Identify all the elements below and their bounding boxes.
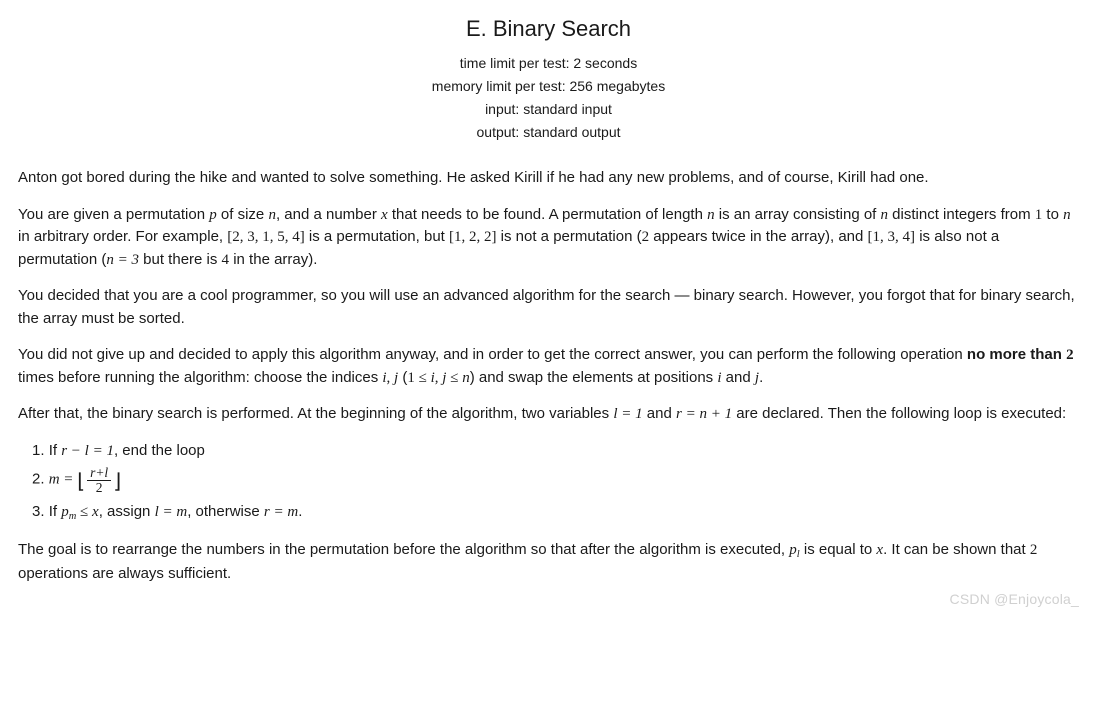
math-num-bold: 2 [1066, 347, 1074, 363]
step-1: If r − l = 1, end the loop [32, 440, 1079, 463]
math-r-eq-np1: r = n + 1 [676, 406, 732, 422]
math-perm3: [1, 3, 4] [868, 229, 916, 245]
step-3: If pm ≤ x, assign l = m, otherwise r = m… [32, 501, 1079, 525]
math-l-eq-1: l = 1 [613, 406, 642, 422]
text: If [49, 503, 62, 520]
math-var-p: p [61, 504, 69, 520]
paragraph-operation: You did not give up and decided to apply… [18, 344, 1079, 389]
math-l-eq-m: l = m [155, 504, 188, 520]
math-var-p: p [209, 207, 217, 223]
text: and [722, 369, 755, 386]
text: ( [398, 369, 407, 386]
output-spec: output: standard output [18, 122, 1079, 143]
math-num: 2 [642, 229, 650, 245]
math-num: 2 [1030, 542, 1038, 558]
frac-num: r+l [87, 466, 111, 481]
math-rl-eq-1: r − l = 1 [61, 443, 114, 459]
frac-den: 2 [87, 481, 111, 495]
text: of size [217, 206, 269, 223]
text: , otherwise [187, 503, 264, 520]
text: is not a permutation ( [497, 228, 642, 245]
math-var-x: x [381, 207, 388, 223]
text: and [643, 405, 676, 422]
text: , and a number [276, 206, 381, 223]
text: is an array consisting of [715, 206, 881, 223]
algorithm-steps: If r − l = 1, end the loop m = ⌊r+l2⌋ If… [32, 440, 1079, 526]
text: is equal to [800, 541, 877, 558]
paragraph-cool: You decided that you are a cool programm… [18, 285, 1079, 330]
problem-title: E. Binary Search [18, 12, 1079, 45]
text: times before running the algorithm: choo… [18, 369, 382, 386]
memory-limit: memory limit per test: 256 megabytes [18, 76, 1079, 97]
problem-statement-page: E. Binary Search time limit per test: 2 … [0, 0, 1097, 620]
text: that needs to be found. A permutation of… [388, 206, 707, 223]
math-var-x: x [92, 504, 99, 520]
text: Anton got bored during the hike and want… [18, 169, 929, 186]
math-m-eq: m = [49, 471, 77, 487]
text: . [759, 369, 763, 386]
bold-no-more-than: no more than [967, 346, 1066, 363]
text: You did not give up and decided to apply… [18, 346, 967, 363]
watermark: CSDN @Enjoycola_ [950, 589, 1079, 610]
text: in the array). [229, 251, 317, 268]
text: After that, the binary search is perform… [18, 405, 613, 422]
problem-header: E. Binary Search time limit per test: 2 … [18, 12, 1079, 143]
text: , assign [99, 503, 155, 520]
floor-right-icon: ⌋ [113, 471, 121, 493]
text: You decided that you are a cool programm… [18, 287, 1075, 327]
paragraph-binary-search: After that, the binary search is perform… [18, 403, 1079, 426]
text: are declared. Then the following loop is… [732, 405, 1066, 422]
math-fraction: r+l2 [87, 466, 111, 495]
text: . It can be shown that [883, 541, 1030, 558]
math-leq: ≤ [76, 504, 92, 520]
text: is a permutation, but [305, 228, 449, 245]
text: but there is [139, 251, 222, 268]
math-r-eq-m: r = m [264, 504, 298, 520]
math-var-n: n [1063, 207, 1071, 223]
math-perm2: [1, 2, 2] [449, 229, 497, 245]
text: . [298, 503, 302, 520]
math-cond: 1 ≤ [407, 370, 430, 386]
paragraph-permutation: You are given a permutation p of size n,… [18, 204, 1079, 272]
text: You are given a permutation [18, 206, 209, 223]
text: to [1042, 206, 1063, 223]
math-comma: , [387, 370, 395, 386]
math-var-n: n [462, 370, 470, 386]
text: The goal is to rearrange the numbers in … [18, 541, 789, 558]
math-var-n: n [881, 207, 889, 223]
step-2: m = ⌊r+l2⌋ [32, 466, 1079, 497]
text: operations are always sufficient. [18, 565, 231, 582]
text: , end the loop [114, 442, 205, 459]
math-perm1: [2, 3, 1, 5, 4] [227, 229, 305, 245]
math-var-n: n [268, 207, 276, 223]
text: If [49, 442, 62, 459]
math-n-eq-3: n = 3 [106, 252, 139, 268]
text: in arbitrary order. For example, [18, 228, 227, 245]
math-cond: ≤ [446, 370, 462, 386]
paragraph-intro: Anton got bored during the hike and want… [18, 167, 1079, 190]
input-spec: input: standard input [18, 99, 1079, 120]
text: distinct integers from [888, 206, 1035, 223]
paragraph-goal: The goal is to rearrange the numbers in … [18, 539, 1079, 585]
text: ) and swap the elements at positions [470, 369, 718, 386]
math-var-n: n [707, 207, 715, 223]
time-limit: time limit per test: 2 seconds [18, 53, 1079, 74]
text: appears twice in the array), and [649, 228, 867, 245]
math-num: 4 [222, 252, 230, 268]
math-var-p: p [789, 542, 797, 558]
floor-left-icon: ⌊ [77, 471, 85, 493]
